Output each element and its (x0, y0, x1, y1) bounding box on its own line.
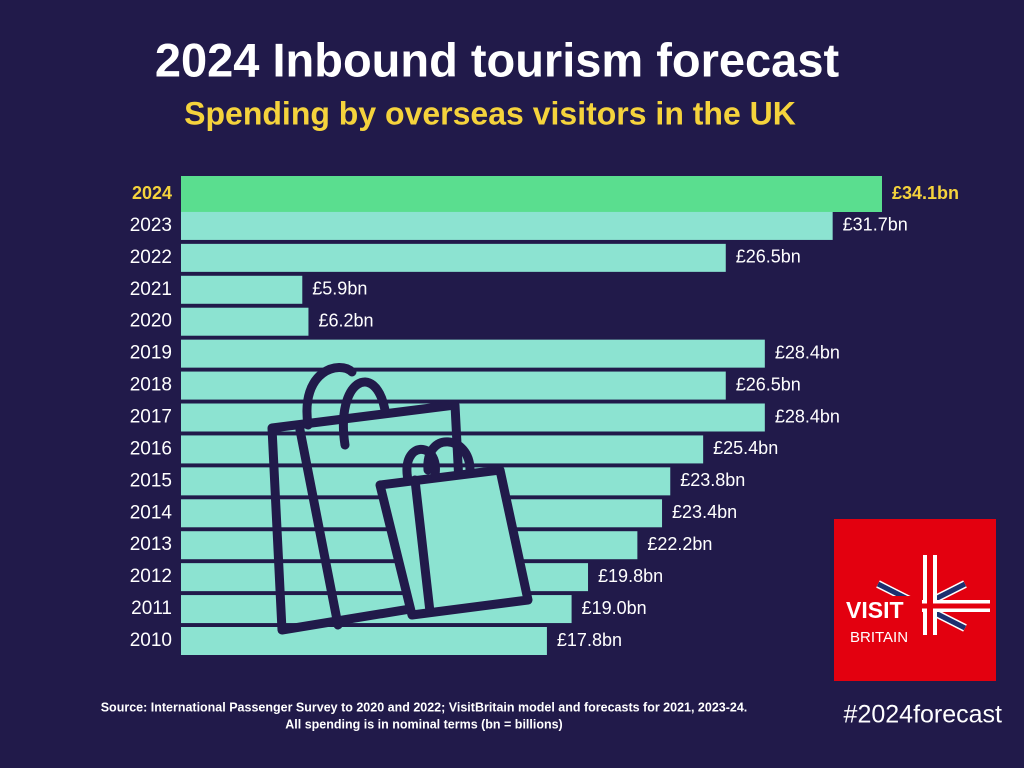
logo: VISIT BRITAIN (834, 519, 996, 681)
value-label: £28.4bn (775, 342, 840, 362)
y-tick-label: 2013 (130, 534, 172, 555)
y-tick-label: 2011 (131, 598, 172, 619)
value-label: £19.0bn (582, 598, 647, 618)
value-label: £31.7bn (843, 215, 908, 235)
value-label: £34.1bn (892, 183, 959, 203)
value-label: £5.9bn (312, 279, 367, 299)
y-tick-label: 2020 (130, 311, 172, 332)
shopping-bag-icon (267, 363, 533, 635)
y-tick-label: 2018 (130, 375, 172, 396)
y-tick-label: 2021 (130, 279, 172, 300)
bar (181, 627, 547, 655)
bar (181, 307, 309, 336)
y-tick-label: 2012 (130, 566, 172, 587)
bar (181, 211, 833, 240)
value-label: £22.2bn (647, 534, 712, 554)
y-tick-label: 2014 (130, 502, 173, 523)
logo-text-backdrop (842, 596, 922, 646)
chart-subtitle: Spending by overseas visitors in the UK (184, 95, 796, 131)
y-tick-label: 2024 (132, 183, 172, 203)
value-label: £26.5bn (736, 374, 801, 394)
value-label: £6.2bn (318, 310, 373, 330)
y-tick-label: 2010 (130, 630, 172, 651)
hashtag: #2024forecast (844, 701, 1003, 729)
value-label: £28.4bn (775, 406, 840, 426)
value-label: £23.8bn (680, 470, 745, 490)
bar (181, 176, 882, 212)
value-label: £19.8bn (598, 566, 663, 586)
bar (181, 339, 765, 368)
bar (181, 243, 726, 272)
y-tick-label: 2015 (130, 470, 172, 491)
y-tick-label: 2023 (130, 215, 172, 236)
logo-text: BRITAIN (850, 629, 908, 646)
value-label: £25.4bn (713, 438, 778, 458)
value-label: £17.8bn (557, 630, 622, 650)
y-tick-label: 2016 (130, 438, 172, 459)
source-note: All spending is in nominal terms (bn = b… (285, 717, 562, 731)
value-label: £23.4bn (672, 502, 737, 522)
value-label: £26.5bn (736, 247, 801, 267)
bar (181, 371, 726, 400)
source-note: Source: International Passenger Survey t… (101, 700, 748, 714)
chart-title: 2024 Inbound tourism forecast (155, 33, 840, 86)
bar (181, 275, 303, 304)
logo-text: VISIT (846, 597, 904, 623)
y-tick-label: 2019 (130, 343, 172, 364)
y-tick-label: 2017 (130, 407, 172, 428)
y-tick-label: 2022 (130, 247, 172, 268)
